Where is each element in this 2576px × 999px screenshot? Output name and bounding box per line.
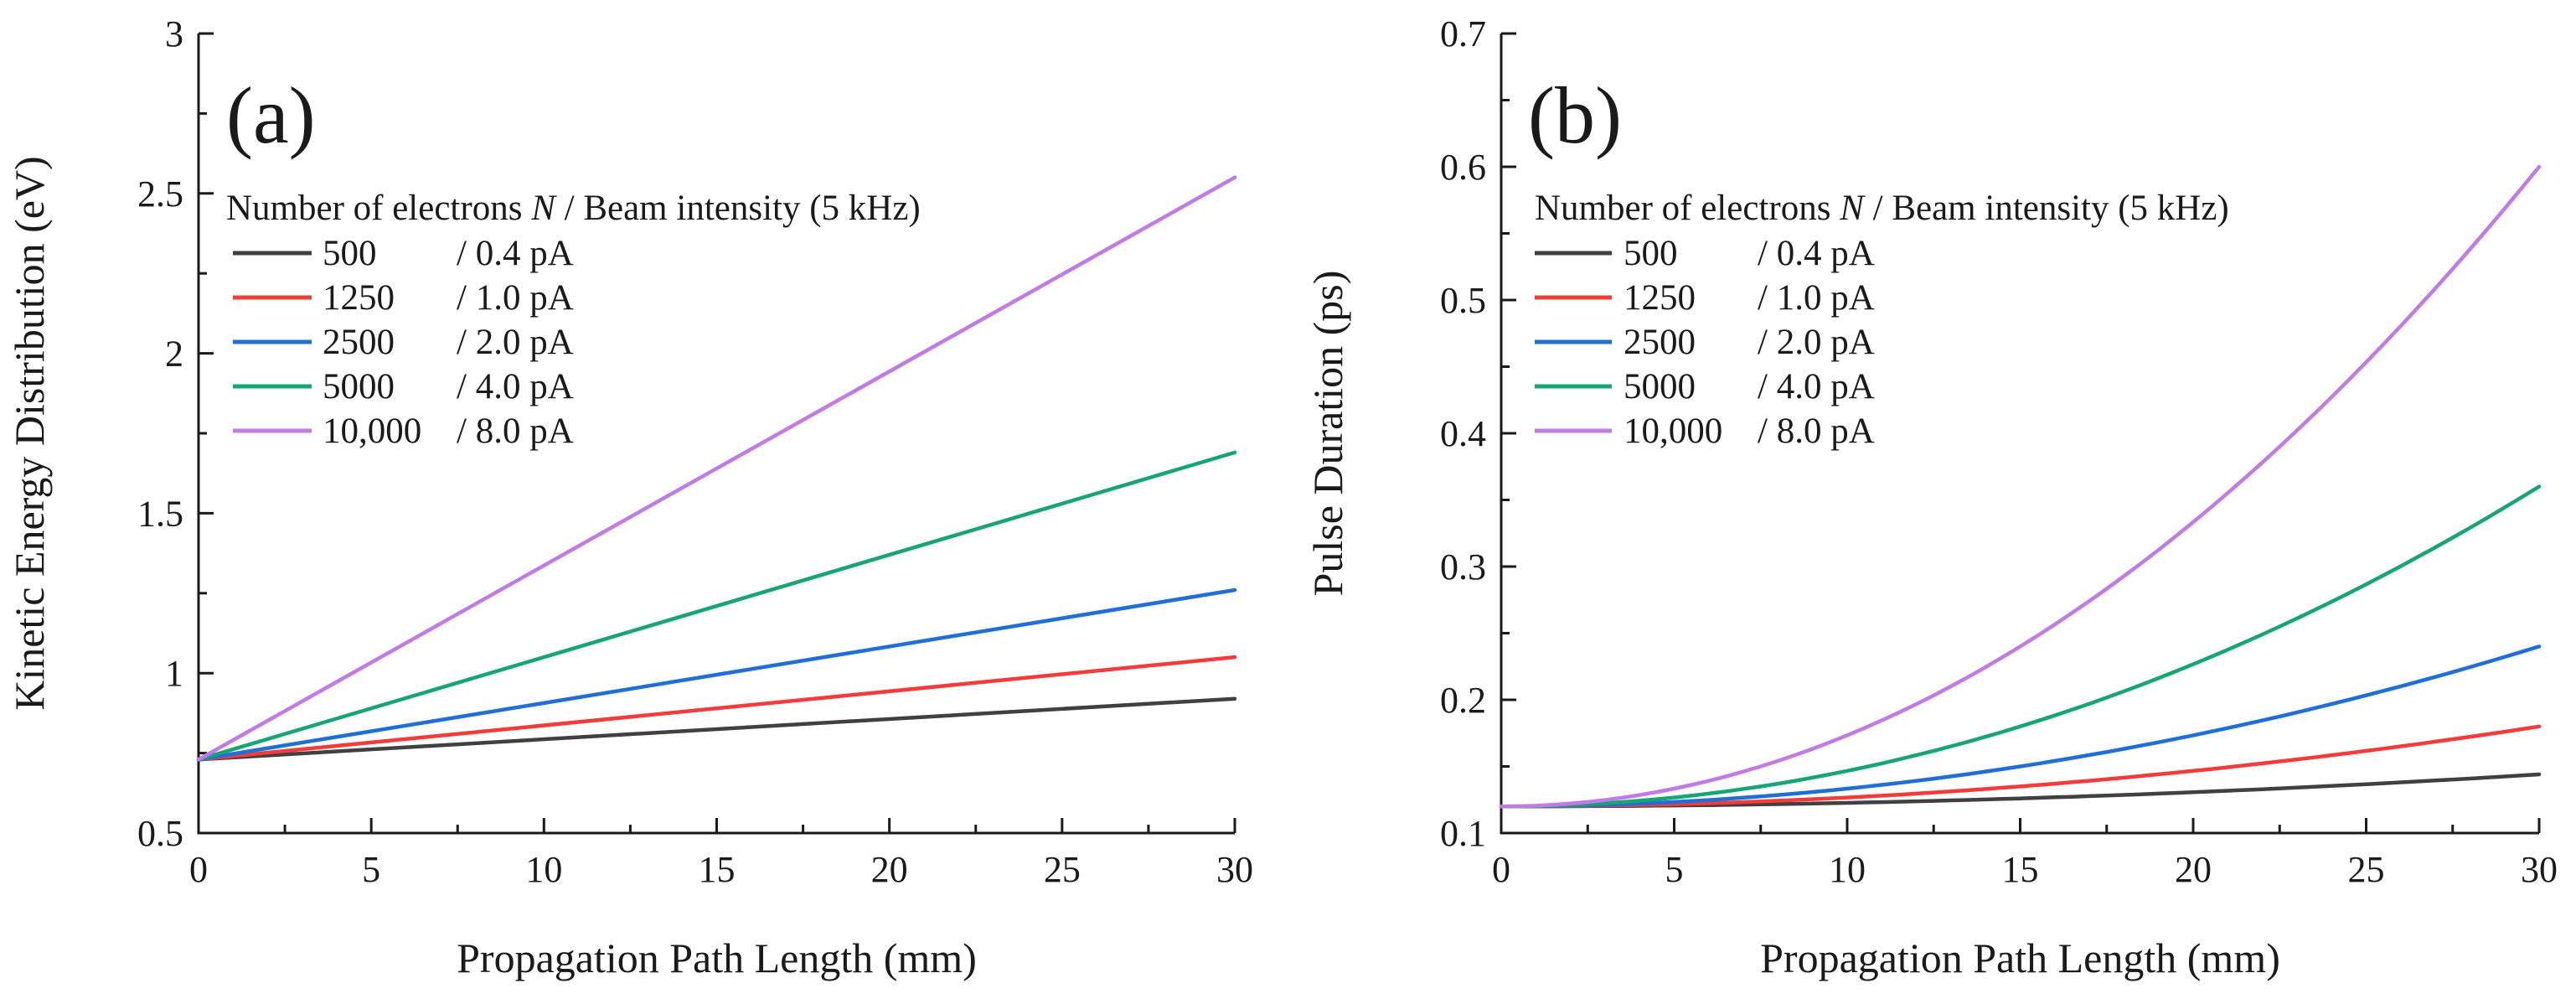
legend-title-suffix: / Beam intensity (5 kHz): [555, 189, 921, 228]
series-line: [196, 175, 1237, 762]
legend-entry-name: 1250: [1624, 278, 1696, 318]
y-tick-label: 0.6: [1440, 147, 1486, 188]
series-line: [196, 696, 1237, 762]
y-tick-label: 3: [165, 13, 183, 54]
legend-entry-name: 500: [1624, 234, 1678, 273]
series-line: [196, 587, 1237, 762]
x-tick-label: 15: [699, 849, 736, 890]
legend-entry-intensity: / 2.0 pA: [457, 323, 574, 362]
x-tick-label: 30: [2521, 849, 2558, 890]
y-tick-label: 0.4: [1440, 413, 1486, 454]
legend-entry-name: 5000: [323, 367, 395, 406]
legend-entry-intensity: / 1.0 pA: [457, 278, 574, 318]
series-line: [1499, 484, 2542, 809]
legend-entry-intensity: / 2.0 pA: [1758, 323, 1875, 362]
x-tick-label: 20: [2175, 849, 2212, 890]
legend-entry-intensity: / 8.0 pA: [457, 412, 574, 451]
y-axis-title: Pulse Duration (ps): [1304, 271, 1351, 597]
legend-entry-name: 500: [323, 234, 377, 273]
legend-entry-name: 5000: [1624, 367, 1696, 406]
y-tick-label: 1: [165, 653, 183, 694]
y-tick-label: 0.5: [1440, 280, 1486, 321]
panel-label: (b): [1528, 70, 1622, 160]
legend-entry-intensity: / 0.4 pA: [457, 234, 574, 273]
x-tick-label: 0: [189, 849, 208, 890]
legend-entry-name: 10,000: [323, 412, 421, 451]
series-line: [1499, 164, 2542, 809]
y-tick-label: 2: [165, 334, 183, 375]
legend-entry-intensity: / 8.0 pA: [1758, 412, 1875, 451]
legend-entry-name: 1250: [323, 278, 395, 318]
y-tick-label: 0.7: [1440, 13, 1486, 54]
x-axis-title: Propagation Path Length (mm): [1760, 934, 2280, 981]
series-line: [196, 655, 1237, 762]
legend-title: Number of electrons N / Beam intensity (…: [226, 189, 921, 228]
panel-b: 0 5 10 15 20 25 30 0.1 0.2 0.3 0.4 0.5 0.6 0.7 Propaga…: [1304, 13, 2558, 981]
x-tick-label: 5: [362, 849, 380, 890]
legend-entry-name: 2500: [1624, 323, 1696, 362]
series-line: [196, 450, 1237, 762]
y-tick-label: 0.2: [1440, 680, 1486, 721]
x-tick-label: 10: [525, 849, 562, 890]
x-tick-label: 20: [871, 849, 908, 890]
legend-title-italic: N: [530, 189, 557, 228]
x-tick-label: 10: [1829, 849, 1866, 890]
legend-entry-intensity: / 1.0 pA: [1758, 278, 1875, 318]
legend-title-suffix: / Beam intensity (5 kHz): [1864, 189, 2229, 228]
x-axis-title: Propagation Path Length (mm): [457, 934, 977, 981]
legend-entry-intensity: / 4.0 pA: [457, 367, 574, 406]
x-tick-label: 5: [1665, 849, 1684, 890]
panel-label: (a): [226, 70, 316, 160]
legend-title-italic: N: [1839, 189, 1866, 228]
legend-entry-name: 2500: [323, 323, 395, 362]
y-tick-label: 1.5: [137, 493, 183, 534]
y-tick-label: 0.1: [1440, 813, 1486, 854]
y-tick-label: 0.3: [1440, 546, 1486, 587]
legend-entry-intensity: / 0.4 pA: [1758, 234, 1875, 273]
series-line: [1499, 724, 2542, 809]
x-tick-label: 0: [1492, 849, 1510, 890]
y-tick-label: 0.5: [137, 813, 183, 854]
legend-title-prefix: Number of electrons: [226, 189, 531, 228]
legend-entry-name: 10,000: [1624, 412, 1722, 451]
x-tick-label: 25: [2348, 849, 2385, 890]
y-tick-label: 2.5: [137, 173, 183, 215]
legend-entry-intensity: / 4.0 pA: [1758, 367, 1875, 406]
series-line: [1499, 644, 2542, 809]
x-tick-label: 15: [2002, 849, 2039, 890]
x-tick-label: 25: [1044, 849, 1081, 890]
x-tick-label: 30: [1216, 849, 1253, 890]
legend-title-prefix: Number of electrons: [1535, 189, 1840, 228]
y-axis-title: Kinetic Energy Distribution (eV): [6, 156, 53, 710]
panel-a: 0 5 10 15 20 25 30 0.5 1 1.5 2 2.5 3 Propagation Path…: [6, 13, 1253, 981]
legend-title: Number of electrons N / Beam intensity (…: [1535, 189, 2229, 228]
